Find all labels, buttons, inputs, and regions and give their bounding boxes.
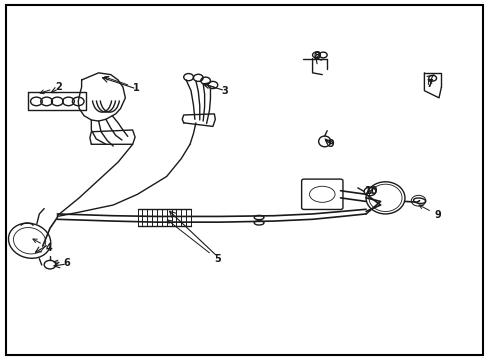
Text: 5: 5 <box>167 220 221 264</box>
Text: 3: 3 <box>203 83 228 96</box>
Text: 9: 9 <box>418 205 441 220</box>
Text: 8: 8 <box>312 51 319 61</box>
Text: 10: 10 <box>365 186 378 197</box>
Text: 6: 6 <box>54 258 70 268</box>
Text: 7: 7 <box>426 79 433 89</box>
Text: 9: 9 <box>324 139 334 149</box>
Text: 2: 2 <box>40 82 62 94</box>
Text: 4: 4 <box>33 239 52 253</box>
Text: 1: 1 <box>104 76 140 93</box>
